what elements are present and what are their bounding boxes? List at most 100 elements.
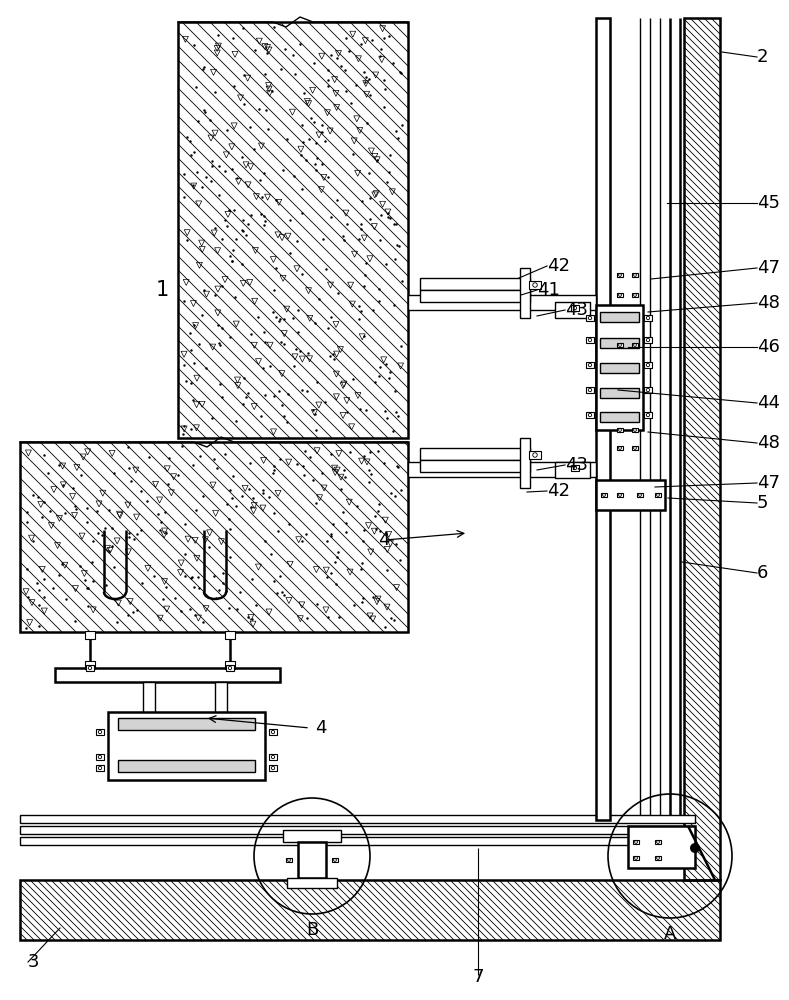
Text: 6: 6 bbox=[757, 564, 768, 582]
Bar bbox=[55, 668, 280, 682]
Bar bbox=[596, 18, 610, 820]
Text: 41: 41 bbox=[537, 281, 560, 299]
Text: 43: 43 bbox=[565, 456, 588, 474]
Bar bbox=[286, 858, 292, 862]
Text: 1: 1 bbox=[155, 280, 169, 300]
Text: 2: 2 bbox=[757, 48, 768, 66]
Bar bbox=[96, 729, 104, 735]
Bar bbox=[586, 362, 594, 368]
Bar bbox=[571, 465, 579, 471]
Text: 7: 7 bbox=[473, 968, 484, 986]
Bar bbox=[96, 754, 104, 760]
Bar bbox=[420, 290, 530, 302]
Text: 5: 5 bbox=[757, 494, 768, 512]
Bar bbox=[617, 343, 623, 347]
Bar bbox=[269, 729, 277, 735]
Text: 42: 42 bbox=[547, 257, 570, 275]
Bar bbox=[85, 631, 95, 639]
Bar bbox=[644, 387, 652, 393]
Text: 4: 4 bbox=[315, 719, 327, 737]
Bar bbox=[86, 665, 94, 671]
Bar bbox=[118, 760, 255, 772]
Bar bbox=[586, 337, 594, 343]
Bar bbox=[408, 462, 596, 477]
Text: 45: 45 bbox=[757, 194, 780, 212]
Bar bbox=[586, 412, 594, 418]
Bar bbox=[617, 293, 623, 297]
Bar bbox=[596, 480, 665, 510]
Bar bbox=[520, 438, 530, 488]
Bar bbox=[600, 363, 639, 373]
Bar bbox=[628, 826, 695, 868]
Bar bbox=[600, 412, 639, 422]
Bar bbox=[555, 462, 590, 478]
Bar bbox=[298, 842, 326, 878]
Text: 43: 43 bbox=[565, 301, 588, 319]
FancyArrowPatch shape bbox=[387, 531, 464, 540]
Bar bbox=[420, 278, 530, 290]
Text: 44: 44 bbox=[757, 394, 780, 412]
Bar bbox=[287, 878, 337, 888]
Bar bbox=[617, 428, 623, 432]
Bar bbox=[632, 273, 638, 277]
Bar bbox=[596, 305, 643, 430]
Bar bbox=[20, 837, 695, 845]
Bar bbox=[225, 661, 235, 669]
Bar bbox=[655, 840, 661, 844]
Bar bbox=[632, 293, 638, 297]
Bar bbox=[269, 754, 277, 760]
Bar bbox=[225, 631, 235, 639]
Bar bbox=[420, 460, 530, 472]
Text: B: B bbox=[306, 921, 318, 939]
Bar bbox=[617, 273, 623, 277]
Bar bbox=[118, 718, 255, 730]
Bar bbox=[420, 448, 530, 460]
Bar bbox=[655, 493, 661, 497]
Bar bbox=[637, 493, 643, 497]
Bar bbox=[332, 858, 338, 862]
Bar bbox=[143, 682, 155, 748]
Bar bbox=[586, 387, 594, 393]
Bar bbox=[520, 268, 530, 318]
Bar bbox=[600, 338, 639, 348]
Text: 46: 46 bbox=[757, 338, 780, 356]
Bar bbox=[644, 412, 652, 418]
Bar bbox=[601, 493, 607, 497]
Bar bbox=[529, 451, 541, 459]
Bar bbox=[269, 765, 277, 771]
Bar bbox=[20, 826, 695, 834]
Bar bbox=[644, 337, 652, 343]
Bar bbox=[655, 856, 661, 860]
Text: 48: 48 bbox=[757, 434, 780, 452]
Bar bbox=[226, 665, 234, 671]
Bar bbox=[644, 315, 652, 321]
Text: A: A bbox=[664, 925, 676, 943]
Bar bbox=[600, 388, 639, 398]
Bar bbox=[408, 295, 596, 310]
Text: 4: 4 bbox=[379, 531, 390, 549]
Text: 48: 48 bbox=[757, 294, 780, 312]
Bar bbox=[586, 315, 594, 321]
Bar bbox=[633, 840, 639, 844]
Bar bbox=[633, 856, 639, 860]
Bar bbox=[632, 343, 638, 347]
Bar bbox=[632, 446, 638, 450]
Text: 3: 3 bbox=[28, 953, 39, 971]
FancyArrowPatch shape bbox=[209, 716, 307, 728]
Bar bbox=[617, 493, 623, 497]
Bar bbox=[600, 312, 639, 322]
Bar bbox=[283, 830, 341, 842]
Bar bbox=[617, 446, 623, 450]
Bar bbox=[96, 765, 104, 771]
Bar bbox=[555, 302, 590, 318]
Bar bbox=[215, 682, 227, 748]
Text: 47: 47 bbox=[757, 259, 780, 277]
Text: 42: 42 bbox=[547, 482, 570, 500]
Bar bbox=[20, 815, 695, 823]
Bar bbox=[529, 281, 541, 289]
Circle shape bbox=[690, 843, 700, 853]
Bar bbox=[571, 305, 579, 311]
Bar bbox=[108, 712, 265, 780]
Text: 47: 47 bbox=[757, 474, 780, 492]
Bar bbox=[644, 362, 652, 368]
